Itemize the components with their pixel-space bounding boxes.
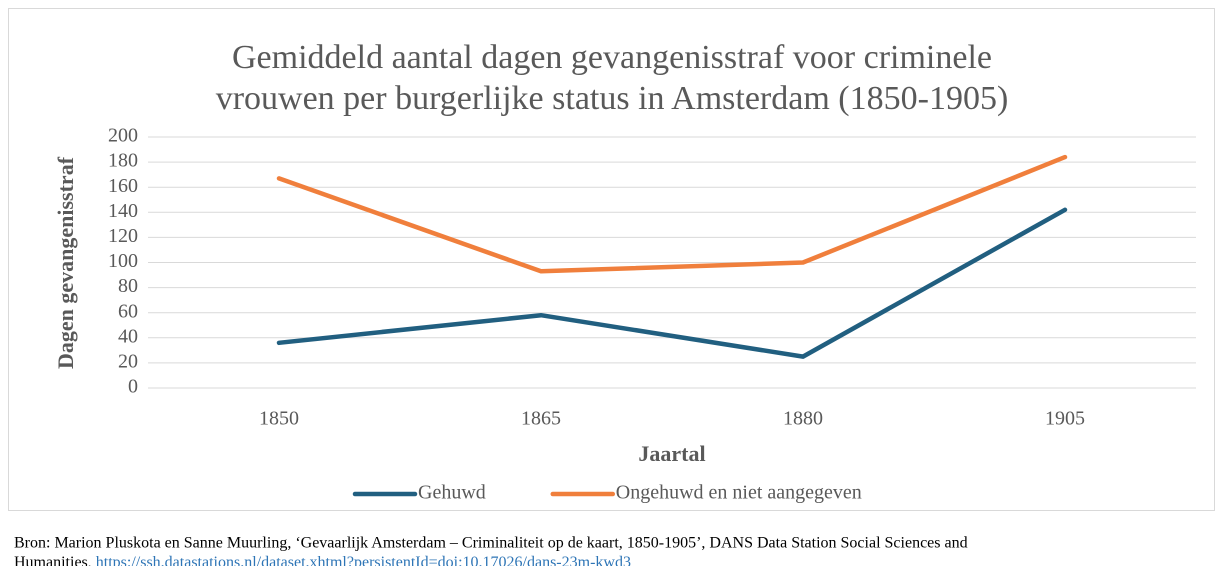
x-tick-label: 1905 [1045, 408, 1085, 430]
legend-label: Ongehuwd en niet aangegeven [616, 482, 862, 504]
x-axis-title: Jaartal [638, 441, 705, 466]
y-tick-label: 140 [108, 200, 138, 222]
y-tick-label: 100 [108, 250, 138, 272]
chart-title: vrouwen per burgerlijke status in Amster… [216, 80, 1009, 117]
chart-frame [8, 8, 1215, 511]
y-tick-label: 20 [118, 350, 138, 372]
x-tick-label: 1880 [783, 408, 823, 430]
y-axis-title: Dagen gevangenisstraf [53, 156, 78, 369]
y-tick-label: 180 [108, 150, 138, 172]
y-tick-label: 80 [118, 275, 138, 297]
source-note: Humanities, [14, 554, 96, 566]
source-link[interactable]: https://ssh.datastations.nl/dataset.xhtm… [96, 554, 631, 566]
y-tick-label: 120 [108, 225, 138, 247]
y-tick-label: 0 [128, 376, 138, 398]
series-line [276, 154, 1068, 274]
series-line [276, 207, 1068, 359]
y-tick-label: 40 [118, 325, 138, 347]
source-note: Humanities, https://ssh.datastations.nl/… [14, 554, 631, 566]
source-note: Bron: Marion Pluskota en Sanne Muurling,… [14, 535, 968, 552]
y-tick-label: 160 [108, 175, 138, 197]
chart-title: Gemiddeld aantal dagen gevangenisstraf v… [232, 39, 992, 76]
y-tick-label: 200 [108, 125, 138, 147]
legend-label: Gehuwd [418, 482, 486, 504]
x-tick-label: 1865 [521, 408, 561, 430]
y-tick-label: 60 [118, 300, 138, 322]
x-tick-label: 1850 [259, 408, 299, 430]
